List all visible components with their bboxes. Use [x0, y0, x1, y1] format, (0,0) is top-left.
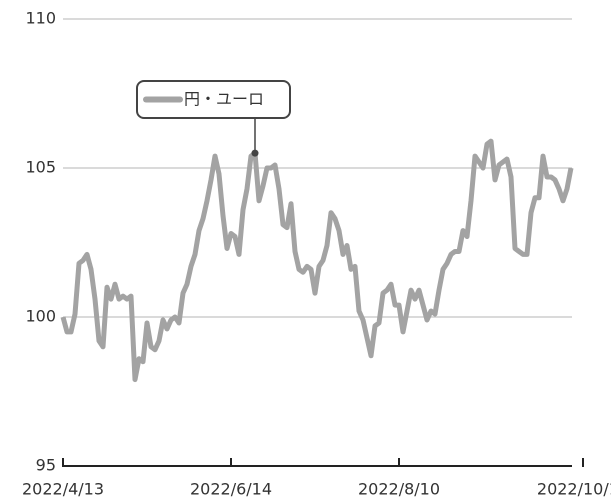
- line: [60, 138, 574, 383]
- legend-label: 円・ユーロ: [184, 90, 264, 109]
- x-tick-label: 2022/4/13: [22, 480, 104, 499]
- x-tick-label: 2022/6/14: [190, 480, 272, 499]
- x-tick-label: 2022/10/11: [537, 480, 611, 499]
- legend-box: [136, 80, 291, 119]
- y-tick-label: 100: [25, 307, 56, 326]
- y-tick-label: 105: [25, 158, 56, 177]
- callout-point: [251, 149, 259, 157]
- x-tick-label: 2022/8/10: [358, 480, 440, 499]
- y-tick-label: 95: [36, 456, 56, 475]
- y-tick-label: 110: [25, 9, 56, 28]
